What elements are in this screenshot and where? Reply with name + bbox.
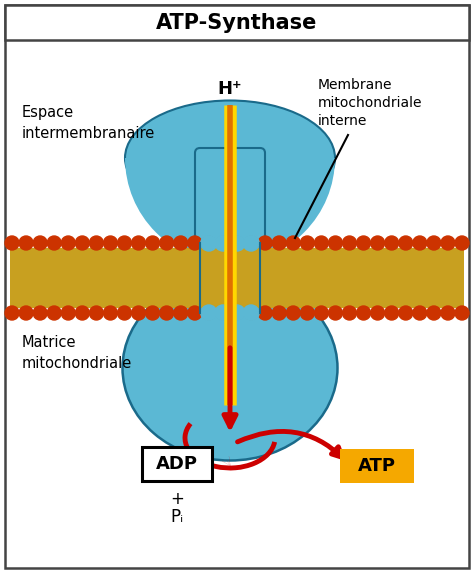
Circle shape bbox=[5, 236, 19, 250]
Circle shape bbox=[230, 306, 244, 320]
Circle shape bbox=[441, 306, 455, 320]
Text: Membrane
mitochondriale
interne: Membrane mitochondriale interne bbox=[318, 77, 422, 128]
Circle shape bbox=[146, 236, 160, 250]
Circle shape bbox=[385, 306, 399, 320]
Circle shape bbox=[202, 236, 216, 250]
Circle shape bbox=[174, 236, 188, 250]
Circle shape bbox=[61, 236, 75, 250]
Circle shape bbox=[328, 306, 342, 320]
Circle shape bbox=[75, 236, 89, 250]
Circle shape bbox=[413, 306, 427, 320]
Circle shape bbox=[343, 236, 356, 250]
Circle shape bbox=[90, 306, 103, 320]
Circle shape bbox=[399, 306, 413, 320]
Ellipse shape bbox=[125, 100, 335, 215]
Circle shape bbox=[356, 306, 371, 320]
Text: Espace
intermembranaire: Espace intermembranaire bbox=[22, 105, 155, 141]
Circle shape bbox=[314, 306, 328, 320]
Wedge shape bbox=[125, 158, 335, 263]
Text: H⁺: H⁺ bbox=[218, 80, 242, 98]
Text: ADP: ADP bbox=[156, 455, 198, 473]
Circle shape bbox=[75, 306, 89, 320]
Circle shape bbox=[356, 236, 371, 250]
Circle shape bbox=[427, 236, 441, 250]
Circle shape bbox=[33, 306, 47, 320]
Ellipse shape bbox=[151, 153, 206, 213]
FancyBboxPatch shape bbox=[340, 449, 414, 483]
FancyBboxPatch shape bbox=[142, 447, 212, 481]
Circle shape bbox=[47, 236, 61, 250]
Circle shape bbox=[132, 306, 146, 320]
FancyBboxPatch shape bbox=[195, 148, 265, 288]
Circle shape bbox=[371, 236, 384, 250]
Circle shape bbox=[216, 306, 230, 320]
Circle shape bbox=[455, 306, 469, 320]
Circle shape bbox=[215, 305, 231, 321]
Circle shape bbox=[243, 305, 259, 321]
Circle shape bbox=[19, 306, 33, 320]
Circle shape bbox=[229, 305, 245, 321]
Circle shape bbox=[229, 235, 245, 251]
Circle shape bbox=[188, 306, 202, 320]
Circle shape bbox=[413, 236, 427, 250]
Circle shape bbox=[201, 305, 217, 321]
Circle shape bbox=[244, 236, 258, 250]
Circle shape bbox=[455, 236, 469, 250]
Circle shape bbox=[314, 236, 328, 250]
Circle shape bbox=[216, 236, 230, 250]
Circle shape bbox=[301, 236, 314, 250]
Circle shape bbox=[47, 306, 61, 320]
Ellipse shape bbox=[122, 276, 337, 461]
Circle shape bbox=[160, 306, 173, 320]
FancyArrowPatch shape bbox=[237, 431, 342, 457]
Circle shape bbox=[286, 236, 300, 250]
Circle shape bbox=[441, 236, 455, 250]
Circle shape bbox=[427, 306, 441, 320]
Circle shape bbox=[328, 236, 342, 250]
Circle shape bbox=[230, 236, 244, 250]
Circle shape bbox=[19, 236, 33, 250]
FancyBboxPatch shape bbox=[10, 248, 464, 308]
Circle shape bbox=[90, 236, 103, 250]
Text: Pᵢ: Pᵢ bbox=[171, 508, 183, 526]
Circle shape bbox=[202, 306, 216, 320]
Circle shape bbox=[258, 306, 272, 320]
Circle shape bbox=[244, 306, 258, 320]
Circle shape bbox=[243, 235, 259, 251]
FancyBboxPatch shape bbox=[5, 5, 469, 40]
Circle shape bbox=[258, 236, 272, 250]
Circle shape bbox=[385, 236, 399, 250]
Circle shape bbox=[201, 235, 217, 251]
Text: Matrice
mitochondriale: Matrice mitochondriale bbox=[22, 335, 132, 371]
Circle shape bbox=[343, 306, 356, 320]
Text: ATP: ATP bbox=[358, 457, 396, 475]
Circle shape bbox=[5, 306, 19, 320]
Circle shape bbox=[174, 306, 188, 320]
Circle shape bbox=[146, 306, 160, 320]
Circle shape bbox=[272, 236, 286, 250]
Text: ATP-Synthase: ATP-Synthase bbox=[156, 13, 318, 33]
Ellipse shape bbox=[270, 265, 330, 320]
Circle shape bbox=[188, 236, 202, 250]
Circle shape bbox=[33, 236, 47, 250]
Circle shape bbox=[272, 306, 286, 320]
Circle shape bbox=[215, 235, 231, 251]
Circle shape bbox=[301, 306, 314, 320]
Circle shape bbox=[118, 306, 131, 320]
Circle shape bbox=[132, 236, 146, 250]
Circle shape bbox=[399, 236, 413, 250]
Circle shape bbox=[160, 236, 173, 250]
Circle shape bbox=[61, 306, 75, 320]
Circle shape bbox=[118, 236, 131, 250]
FancyBboxPatch shape bbox=[5, 5, 469, 568]
Text: +: + bbox=[170, 490, 184, 508]
Circle shape bbox=[103, 236, 118, 250]
Circle shape bbox=[103, 306, 118, 320]
Circle shape bbox=[371, 306, 384, 320]
Circle shape bbox=[286, 306, 300, 320]
